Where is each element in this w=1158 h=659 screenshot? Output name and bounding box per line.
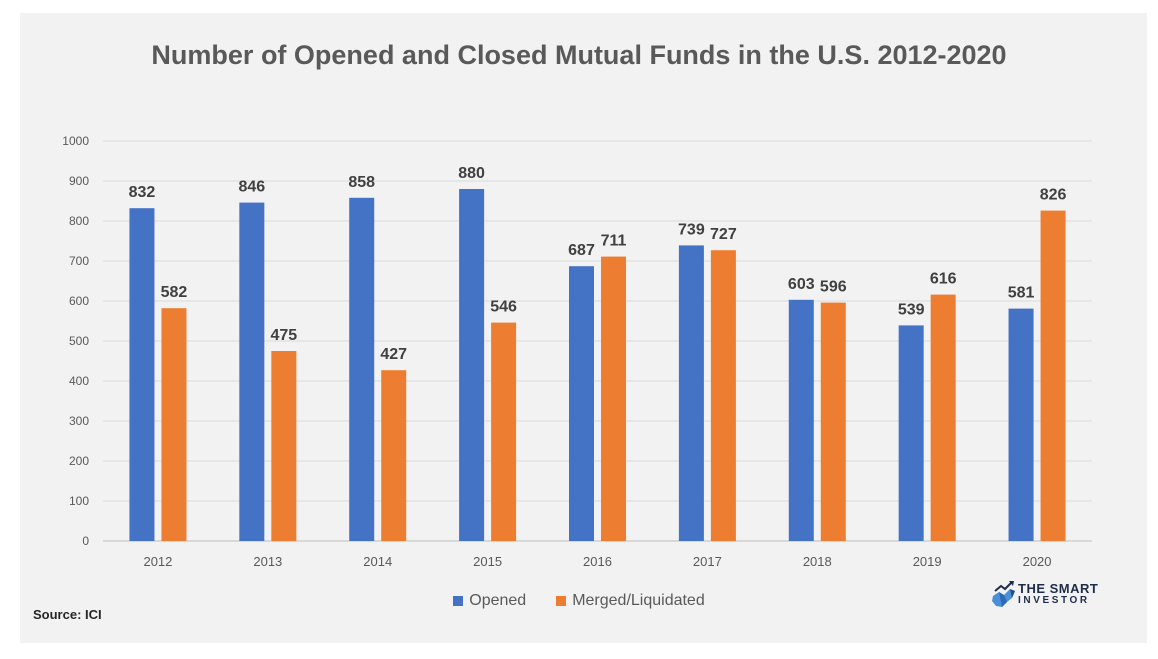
legend-swatch-opened	[453, 596, 464, 606]
data-label: 582	[161, 284, 188, 301]
bar-opened	[898, 325, 924, 541]
chart-title: Number of Opened and Closed Mutual Funds…	[151, 40, 1007, 70]
logo-line1: THE SMART	[1018, 581, 1099, 596]
x-tick-label: 2016	[583, 554, 612, 569]
bar-opened	[129, 208, 155, 541]
y-tick-label: 200	[69, 454, 89, 468]
logo: THE SMART INVESTOR	[990, 580, 1110, 612]
data-label: 858	[348, 174, 375, 191]
x-tick-label: 2018	[803, 554, 832, 569]
data-label: 581	[1008, 285, 1035, 302]
data-label: 832	[129, 184, 156, 201]
y-tick-label: 600	[69, 294, 89, 308]
x-tick-label: 2017	[693, 554, 722, 569]
data-label: 616	[930, 271, 957, 288]
legend-item-merged: Merged/Liquidated	[556, 592, 705, 610]
y-tick-label: 400	[69, 374, 89, 388]
data-label: 739	[678, 221, 705, 238]
bar-opened	[788, 299, 814, 541]
x-tick-label: 2013	[253, 554, 282, 569]
bar-opened	[239, 202, 265, 541]
y-tick-label: 800	[69, 214, 89, 228]
y-tick-label: 700	[69, 254, 89, 268]
legend-swatch-merged	[556, 596, 567, 606]
data-label: 880	[458, 165, 485, 182]
bar-merged	[820, 302, 846, 541]
data-label: 546	[490, 299, 517, 316]
x-tick-label: 2014	[363, 554, 392, 569]
y-tick-label: 500	[69, 334, 89, 348]
x-tick-label: 2020	[1023, 554, 1052, 569]
bar-opened	[349, 197, 375, 542]
logo-line2: INVESTOR	[1018, 595, 1090, 606]
y-tick-label: 0	[82, 534, 89, 548]
legend-item-opened: Opened	[453, 592, 526, 610]
data-label: 727	[710, 226, 737, 243]
bar-opened	[459, 189, 485, 541]
y-tick-label: 100	[69, 494, 89, 508]
data-label: 687	[568, 242, 595, 259]
data-label: 596	[820, 279, 847, 296]
bar-merged	[381, 370, 407, 541]
data-label: 539	[898, 301, 925, 318]
data-label: 826	[1040, 187, 1067, 204]
bar-opened	[569, 266, 594, 541]
bar-merged	[161, 308, 187, 541]
y-tick-label: 900	[69, 174, 89, 188]
data-label: 475	[270, 327, 297, 344]
data-label: 603	[788, 276, 815, 293]
legend-label-opened: Opened	[469, 592, 527, 609]
x-tick-label: 2019	[913, 554, 942, 569]
data-label: 711	[601, 233, 627, 250]
bar-merged	[601, 256, 626, 541]
x-tick-label: 2015	[473, 554, 502, 569]
bar-merged	[491, 322, 517, 541]
bar-merged	[271, 351, 297, 541]
y-tick-label: 300	[69, 414, 89, 428]
bar-merged	[710, 250, 736, 541]
bar-opened	[1008, 308, 1034, 541]
data-label: 427	[380, 346, 407, 363]
y-tick-label: 1000	[62, 134, 89, 148]
bar-opened	[678, 245, 704, 541]
logo-text: THE SMART INVESTOR	[1018, 581, 1099, 607]
legend-label-merged: Merged/Liquidated	[572, 592, 705, 609]
bar-merged	[1040, 210, 1066, 541]
logo-hand-icon	[992, 581, 1015, 607]
x-tick-label: 2012	[143, 554, 172, 569]
data-label: 846	[238, 179, 265, 196]
source-note: Source: ICI	[33, 607, 102, 622]
legend: Opened Merged/Liquidated	[0, 592, 1158, 610]
bar-merged	[930, 294, 956, 541]
